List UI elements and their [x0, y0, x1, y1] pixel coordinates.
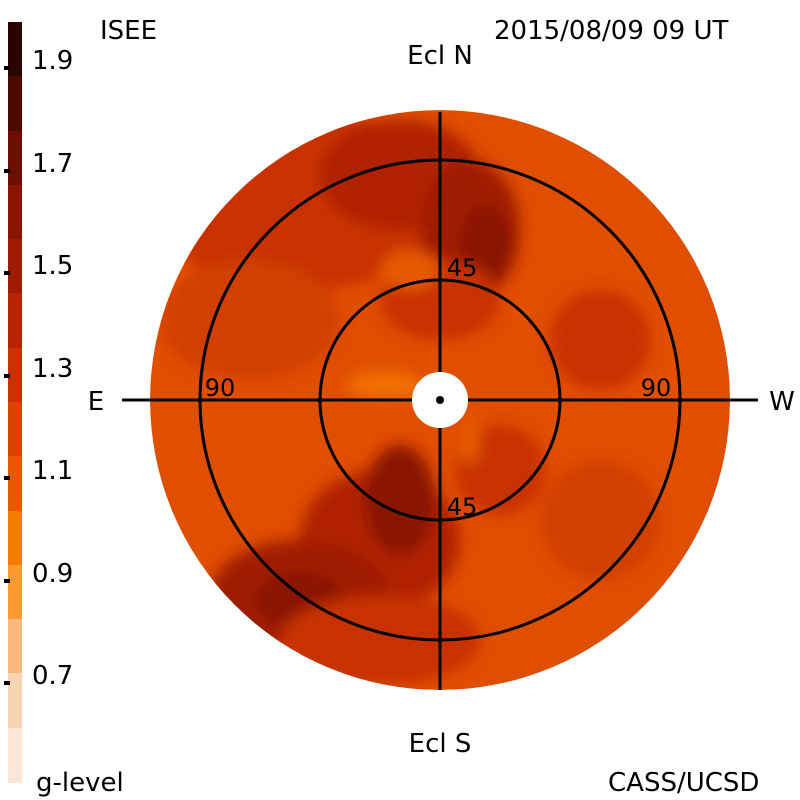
colorbar-tick-mark: [4, 66, 10, 70]
colorbar-tick-mark: [4, 578, 10, 583]
colorbar-segment: [8, 456, 22, 512]
colorbar-segment: [8, 293, 22, 349]
colorbar-tick-label: 0.7: [32, 661, 74, 691]
timestamp: 2015/08/09 09 UT: [494, 16, 729, 46]
colorbar-segment: [8, 130, 22, 186]
ring-label-45-bottom: 45: [447, 493, 478, 521]
colorbar-tick-mark: [4, 476, 10, 480]
colorbar-tick-mark: [4, 271, 10, 275]
label-east: E: [88, 387, 104, 417]
colorbar-tick-label: 1.1: [32, 456, 74, 486]
sun-marker: [436, 396, 444, 404]
colorbar-segment: [8, 673, 22, 729]
colorbar-label: g-level: [36, 768, 124, 798]
colorbar-tick-label: 1.5: [32, 251, 74, 281]
colorbar-segment: [8, 22, 22, 78]
colorbar: [8, 22, 22, 783]
colorbar-segment: [8, 184, 22, 241]
ring-label-90-right: 90: [641, 374, 672, 402]
colorbar-segment: [8, 564, 22, 621]
colorbar-segment: [8, 347, 22, 403]
colorbar-segment: [8, 727, 22, 783]
colorbar-tick-mark: [4, 681, 10, 685]
colorbar-tick-label: 1.7: [32, 148, 74, 179]
colorbar-segment: [8, 239, 22, 295]
label-ecl-south: Ecl S: [409, 729, 472, 759]
colorbar-tick-mark: [4, 373, 10, 378]
colorbar-segment: [8, 402, 22, 458]
colorbar-tick-label: 1.9: [32, 46, 74, 76]
colorbar-tick-label: 1.3: [32, 353, 74, 384]
colorbar-segment: [8, 619, 22, 675]
credit-label: CASS/UCSD: [608, 768, 760, 798]
colorbar-segment: [8, 510, 22, 566]
app-title: ISEE: [100, 16, 158, 46]
colorbar-tick-label: 0.9: [32, 558, 74, 589]
label-ecl-north: Ecl N: [407, 41, 473, 71]
label-west: W: [769, 387, 795, 417]
colorbar-tick-mark: [4, 168, 10, 173]
ring-label-45-top: 45: [447, 254, 478, 282]
ring-label-90-left: 90: [205, 374, 236, 402]
colorbar-segment: [8, 76, 22, 132]
